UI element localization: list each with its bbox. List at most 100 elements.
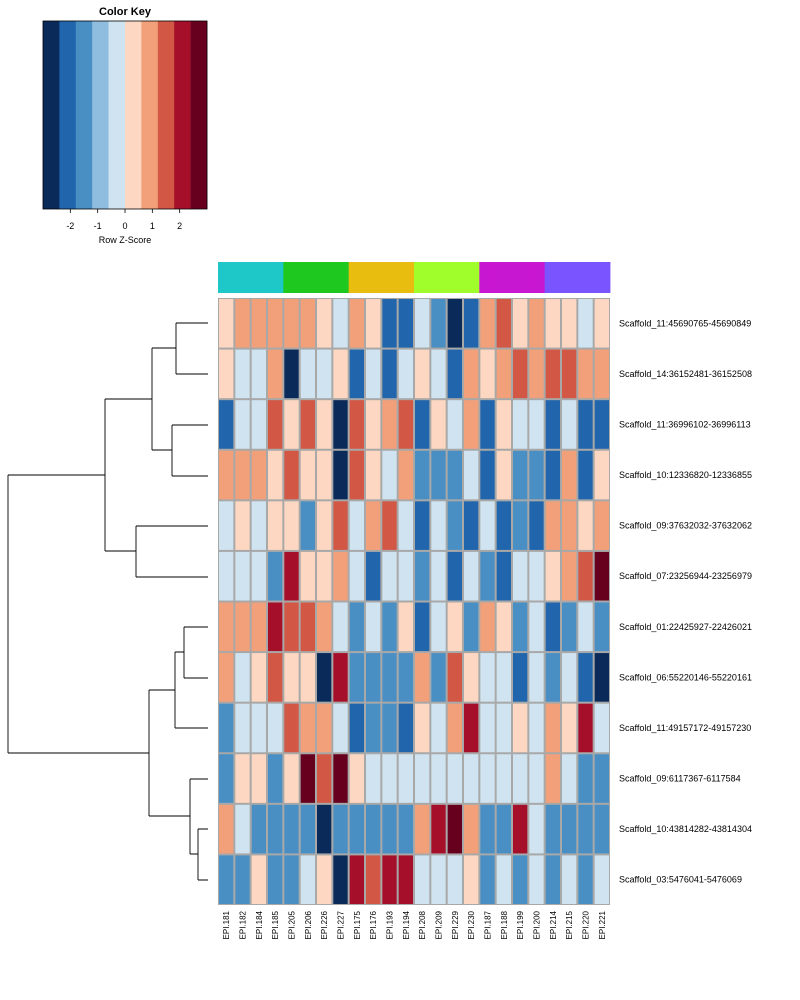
column-label: EPI.187 bbox=[484, 910, 493, 939]
color-key-band bbox=[190, 21, 208, 209]
dendrogram-branch bbox=[171, 424, 208, 477]
color-key-band bbox=[108, 21, 126, 209]
heatmap-cell bbox=[529, 855, 544, 904]
heatmap-cell bbox=[268, 703, 283, 753]
heatmap-cell bbox=[366, 703, 381, 753]
heatmap-cell bbox=[398, 501, 413, 550]
heatmap-cell bbox=[415, 349, 430, 399]
heatmap-cell bbox=[464, 299, 479, 348]
heatmap-cell bbox=[529, 551, 544, 601]
heatmap-cell bbox=[464, 349, 479, 399]
heatmap-cell bbox=[333, 501, 348, 550]
column-label: EPI.206 bbox=[304, 910, 313, 939]
heatmap-cell bbox=[545, 400, 560, 449]
column-label: EPI.184 bbox=[255, 910, 264, 939]
heatmap-cell bbox=[513, 400, 528, 449]
heatmap-cell bbox=[431, 501, 446, 550]
heatmap-cell bbox=[284, 400, 299, 449]
column-group-cell bbox=[267, 262, 284, 293]
heatmap-cell bbox=[333, 703, 348, 753]
column-group-cell bbox=[365, 262, 382, 293]
heatmap-cell bbox=[496, 349, 511, 399]
color-key-tick-label: -1 bbox=[94, 221, 102, 231]
color-key-xlabel: Row Z-Score bbox=[99, 235, 152, 245]
column-group-cell bbox=[430, 262, 448, 293]
heatmap-cell bbox=[529, 501, 544, 550]
color-key-band bbox=[75, 21, 93, 209]
heatmap-cell bbox=[480, 653, 495, 702]
heatmap-cell bbox=[251, 450, 266, 500]
heatmap-cell bbox=[578, 703, 593, 753]
heatmap-cell bbox=[366, 400, 381, 449]
heatmap-cell bbox=[382, 400, 397, 449]
row-label: Scaffold_09:37632032-37632062 bbox=[619, 521, 752, 531]
heatmap-cell bbox=[268, 400, 283, 449]
heatmap-cell bbox=[480, 602, 495, 652]
column-group-cell bbox=[218, 262, 235, 293]
heatmap-cell bbox=[431, 299, 446, 348]
column-group-cell bbox=[414, 262, 431, 293]
heatmap-cell bbox=[317, 450, 332, 500]
heatmap-cell bbox=[562, 804, 577, 854]
heatmap-cell bbox=[529, 349, 544, 399]
color-key-band bbox=[92, 21, 109, 209]
heatmap-cell bbox=[268, 349, 283, 399]
heatmap-cell bbox=[578, 501, 593, 550]
column-group-cell bbox=[561, 262, 578, 293]
heatmap-cell bbox=[562, 349, 577, 399]
heatmap-cell bbox=[219, 703, 234, 753]
heatmap-cell bbox=[415, 602, 430, 652]
column-label: EPI.182 bbox=[239, 910, 248, 939]
heatmap-cell bbox=[333, 855, 348, 904]
heatmap-cell bbox=[578, 602, 593, 652]
heatmap-cell bbox=[366, 450, 381, 500]
heatmap-cell bbox=[496, 501, 511, 550]
heatmap-cell bbox=[333, 450, 348, 500]
column-group-cell bbox=[512, 262, 529, 293]
row-label: Scaffold_11:45690765-45690849 bbox=[619, 318, 751, 328]
column-group-cell bbox=[332, 262, 350, 293]
heatmap-cell bbox=[366, 754, 381, 803]
heatmap-cell bbox=[219, 299, 234, 348]
column-group-cell bbox=[381, 262, 399, 293]
color-key: Color Key -2 -1 0 1 2 Row Z-Score bbox=[42, 6, 208, 245]
column-group-cell bbox=[316, 262, 333, 293]
heatmap-cell bbox=[464, 804, 479, 854]
heatmap-cell bbox=[513, 653, 528, 702]
heatmap-cell bbox=[545, 804, 560, 854]
heatmap-cell bbox=[235, 349, 250, 399]
heatmap-cell bbox=[219, 501, 234, 550]
heatmap-cell bbox=[594, 400, 609, 449]
heatmap-cell bbox=[349, 551, 364, 601]
column-label: EPI.194 bbox=[402, 910, 411, 939]
column-label: EPI.175 bbox=[353, 910, 362, 939]
heatmap-cell bbox=[431, 653, 446, 702]
heatmap-cell bbox=[251, 804, 266, 854]
dendrogram-branch bbox=[197, 828, 208, 881]
heatmap-cell bbox=[513, 501, 528, 550]
heatmap-cell bbox=[251, 855, 266, 904]
heatmap-cell bbox=[366, 653, 381, 702]
heatmap-cell bbox=[480, 450, 495, 500]
heatmap-cell bbox=[464, 855, 479, 904]
heatmap-cell bbox=[464, 501, 479, 550]
heatmap-cell bbox=[415, 450, 430, 500]
heatmap-cell bbox=[398, 349, 413, 399]
heatmap-cell bbox=[513, 804, 528, 854]
heatmap-cell bbox=[219, 551, 234, 601]
heatmap-cell bbox=[545, 602, 560, 652]
heatmap-cell bbox=[496, 450, 511, 500]
column-group-cell bbox=[250, 262, 268, 293]
heatmap-cell bbox=[268, 602, 283, 652]
heatmap-cell bbox=[317, 602, 332, 652]
heatmap-cell bbox=[235, 855, 250, 904]
heatmap-cell bbox=[496, 299, 511, 348]
heatmap-cell bbox=[398, 551, 413, 601]
heatmap-cell bbox=[529, 653, 544, 702]
heatmap-cell bbox=[415, 804, 430, 854]
heatmap-cell bbox=[366, 602, 381, 652]
heatmap-cell bbox=[284, 602, 299, 652]
row-label: Scaffold_09:6117367-6117584 bbox=[619, 774, 741, 784]
heatmap-cell bbox=[349, 501, 364, 550]
